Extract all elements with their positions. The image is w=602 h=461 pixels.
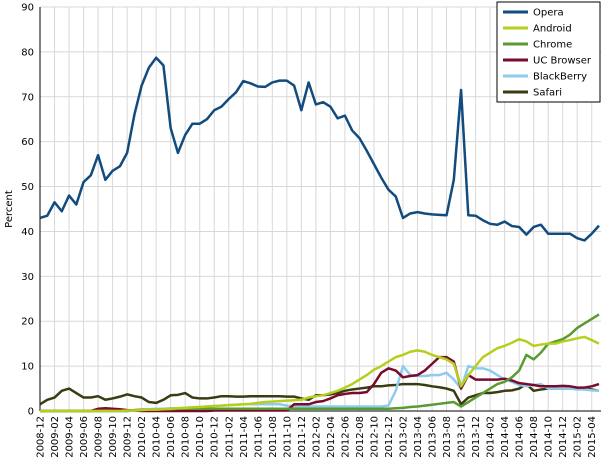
- legend-box: [496, 1, 601, 103]
- y-tick-label: 0: [28, 407, 34, 418]
- legend-label: Chrome: [533, 40, 572, 51]
- x-tick-label: 2011-04: [239, 416, 250, 458]
- x-tick-label: 2013-06: [428, 416, 439, 458]
- x-tick-label: 2008-12: [36, 416, 47, 458]
- x-tick-label: 2013-12: [471, 416, 482, 458]
- x-tick-label: 2009-06: [79, 416, 90, 458]
- x-tick-label: 2011-02: [224, 416, 235, 458]
- x-tick-label: 2009-02: [50, 416, 61, 458]
- x-tick-label: 2011-08: [268, 416, 279, 458]
- x-tick-label: 2009-08: [94, 416, 105, 458]
- y-tick-label: 20: [21, 317, 34, 328]
- x-tick-label: 2011-12: [297, 416, 308, 458]
- x-tick-label: 2009-04: [65, 416, 76, 458]
- series-line: [39, 56, 600, 242]
- x-tick-label: 2013-04: [413, 416, 424, 458]
- x-tick-label: 2009-10: [108, 416, 119, 458]
- x-tick-label: 2011-06: [253, 416, 264, 458]
- x-tick-label: 2013-02: [398, 416, 409, 458]
- x-tick-label: 2014-04: [500, 416, 511, 458]
- x-tick-label: 2012-10: [369, 416, 380, 458]
- y-tick-label: 30: [21, 272, 34, 283]
- x-tick-label: 2010-04: [152, 416, 163, 458]
- x-tick-label: 2010-12: [210, 416, 221, 458]
- x-tick-label: 2013-08: [442, 416, 453, 458]
- y-tick-label: 60: [21, 137, 34, 148]
- x-tick-label: 2010-10: [195, 416, 206, 458]
- x-tick-label: 2012-12: [384, 416, 395, 458]
- x-tick-label: 2012-04: [326, 416, 337, 458]
- y-tick-label: 70: [21, 92, 34, 103]
- x-tick-label: 2009-12: [123, 416, 134, 458]
- x-tick-label: 2014-06: [515, 416, 526, 458]
- legend-label: Opera: [533, 8, 564, 19]
- legend-label: Android: [533, 24, 572, 35]
- y-tick-label: 90: [21, 3, 34, 14]
- x-tick-label: 2012-02: [311, 416, 322, 458]
- legend-label: BlackBerry: [533, 72, 587, 83]
- x-tick-label: 2014-02: [486, 416, 497, 458]
- x-tick-label: 2014-10: [544, 416, 555, 458]
- x-tick-label: 2012-08: [355, 416, 366, 458]
- y-tick-label: 50: [21, 182, 34, 193]
- y-tick-label: 80: [21, 47, 34, 58]
- x-tick-label: 2011-10: [282, 416, 293, 458]
- x-tick-label: 2010-06: [166, 416, 177, 458]
- x-tick-label: 2013-10: [457, 416, 468, 458]
- x-tick-label: 2010-02: [137, 416, 148, 458]
- series-line: [40, 335, 600, 413]
- legend-label: Safari: [533, 88, 562, 99]
- x-tick-label: 2015-04: [587, 416, 598, 458]
- legend-label: UC Browser: [533, 56, 592, 67]
- y-tick-label: 10: [21, 362, 34, 373]
- x-tick-label: 2014-08: [529, 416, 540, 458]
- y-axis-label: Percent: [4, 190, 15, 228]
- x-tick-label: 2014-12: [558, 416, 569, 458]
- x-tick-label: 2012-06: [340, 416, 351, 458]
- x-tick-label: 2015-02: [573, 416, 584, 458]
- x-tick-label: 2010-08: [181, 416, 192, 458]
- y-tick-label: 40: [21, 227, 34, 238]
